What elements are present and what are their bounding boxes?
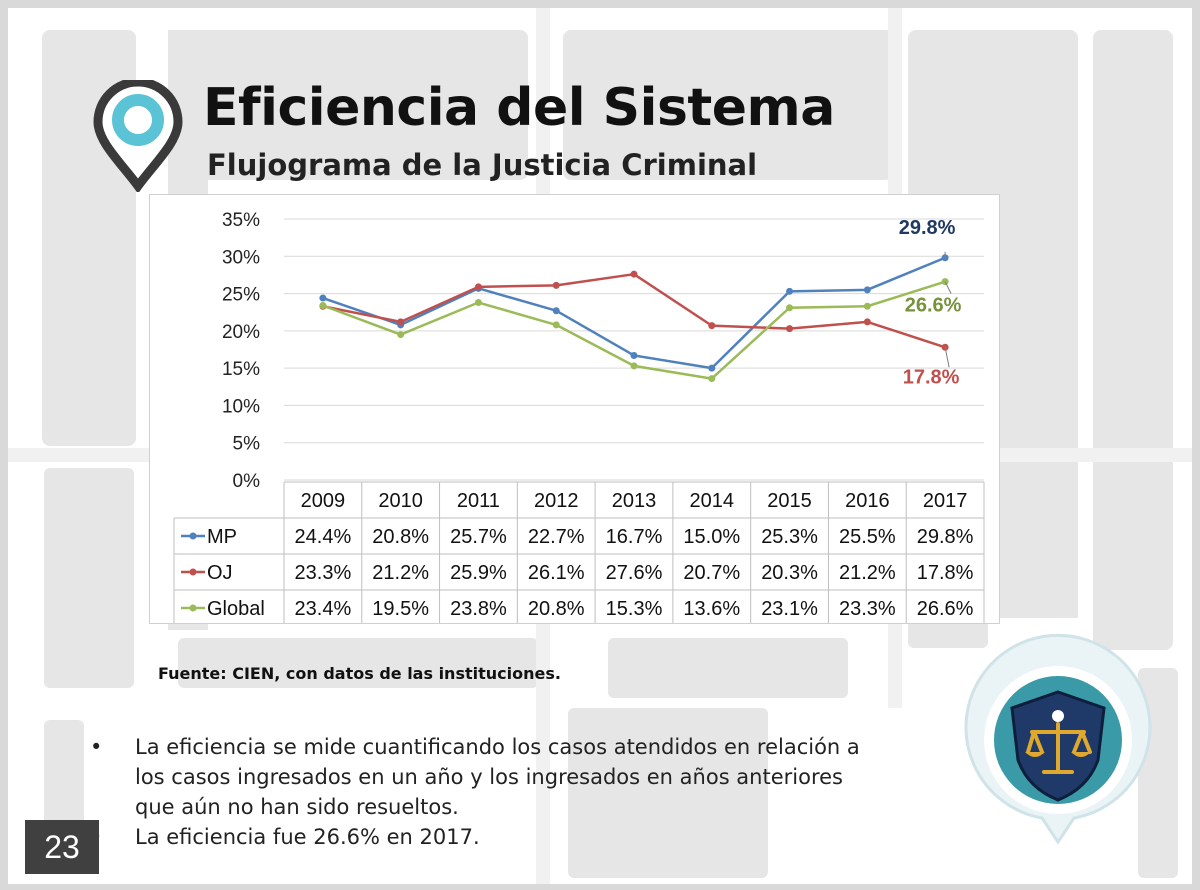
- x-tick-label: 2014: [690, 490, 735, 512]
- data-point: [786, 287, 794, 295]
- data-label: 25.3%: [761, 526, 818, 548]
- y-tick-label: 25%: [222, 285, 260, 306]
- slide-subtitle: Flujograma de la Justicia Criminal: [207, 148, 758, 182]
- data-label: 29.8%: [917, 526, 974, 548]
- data-point: [863, 286, 871, 294]
- data-label: 25.7%: [450, 526, 507, 548]
- y-tick-label: 20%: [222, 322, 260, 343]
- data-label: 15.3%: [606, 598, 663, 620]
- bullet-item: • La eficiencia se mide cuantificando lo…: [90, 732, 870, 822]
- callout-label: 29.8%: [899, 217, 956, 239]
- data-point: [319, 294, 327, 302]
- data-point: [863, 318, 871, 326]
- data-point: [474, 283, 482, 291]
- data-label: 23.3%: [839, 598, 896, 620]
- bullet-dot: •: [90, 735, 103, 759]
- legend-label: MP: [207, 526, 237, 548]
- data-point: [319, 302, 327, 310]
- data-point: [786, 325, 794, 333]
- data-point: [474, 299, 482, 307]
- data-label: 23.3%: [295, 562, 352, 584]
- bullet-text: La eficiencia fue 26.6% en 2017.: [135, 825, 480, 849]
- data-point: [708, 375, 716, 383]
- data-label: 21.2%: [839, 562, 896, 584]
- x-tick-label: 2016: [845, 490, 890, 512]
- x-tick-label: 2010: [378, 490, 423, 512]
- data-point: [941, 254, 949, 262]
- data-label: 20.8%: [528, 598, 585, 620]
- data-label: 25.9%: [450, 562, 507, 584]
- data-label: 27.6%: [606, 562, 663, 584]
- data-label: 23.1%: [761, 598, 818, 620]
- map-pin-icon: [93, 80, 183, 192]
- data-label: 20.7%: [683, 562, 740, 584]
- data-label: 21.2%: [372, 562, 429, 584]
- data-point: [552, 307, 560, 315]
- data-label: 24.4%: [295, 526, 352, 548]
- y-tick-label: 0%: [233, 471, 261, 492]
- data-point: [708, 322, 716, 330]
- x-tick-label: 2009: [301, 490, 346, 512]
- scales-of-justice-icon: [964, 633, 1152, 845]
- callout-leader: [944, 281, 952, 294]
- source-note: Fuente: CIEN, con datos de las instituci…: [158, 664, 561, 683]
- x-tick-label: 2013: [612, 490, 657, 512]
- legend-label: Global: [207, 598, 265, 620]
- data-label: 17.8%: [917, 562, 974, 584]
- bullet-item: • La eficiencia fue 26.6% en 2017.: [90, 822, 870, 852]
- data-point: [708, 364, 716, 372]
- x-tick-label: 2011: [457, 490, 500, 512]
- y-tick-label: 10%: [222, 396, 260, 417]
- data-point: [630, 362, 638, 370]
- y-tick-label: 15%: [222, 359, 260, 380]
- data-label: 20.8%: [372, 526, 429, 548]
- bullet-text: La eficiencia se mide cuantificando los …: [135, 735, 860, 819]
- x-tick-label: 2017: [923, 490, 968, 512]
- legend-key-marker: [189, 568, 197, 576]
- data-label: 22.7%: [528, 526, 585, 548]
- y-tick-label: 5%: [233, 434, 261, 455]
- y-tick-label: 35%: [222, 210, 260, 231]
- callout-label: 26.6%: [905, 295, 962, 317]
- data-label: 15.0%: [683, 526, 740, 548]
- data-point: [786, 304, 794, 312]
- callout-leader: [944, 347, 950, 368]
- data-label: 13.6%: [683, 598, 740, 620]
- data-label: 26.1%: [528, 562, 585, 584]
- data-label: 25.5%: [839, 526, 896, 548]
- data-point: [397, 318, 405, 326]
- data-label: 23.4%: [295, 598, 352, 620]
- chart-svg: 0% 5% 10% 15% 20% 25% 30% 35% 2009 2010 2011 2012 20…: [173, 210, 985, 623]
- legend-key-marker: [189, 532, 197, 540]
- callout-label: 17.8%: [903, 366, 960, 388]
- x-tick-label: 2012: [534, 490, 579, 512]
- slide: Eficiencia del Sistema Flujograma de la …: [8, 8, 1192, 884]
- data-label: 19.5%: [372, 598, 429, 620]
- data-point: [552, 321, 560, 329]
- data-point: [397, 331, 405, 339]
- page-number: 23: [25, 820, 99, 874]
- line-chart: 0% 5% 10% 15% 20% 25% 30% 35% 2009 2010 2011 2012 20…: [149, 194, 1000, 624]
- data-point: [630, 351, 638, 359]
- slide-title: Eficiencia del Sistema: [203, 78, 835, 138]
- legend-label: OJ: [207, 562, 233, 584]
- data-point: [552, 281, 560, 289]
- data-point: [863, 302, 871, 310]
- x-tick-label: 2015: [767, 490, 812, 512]
- data-label: 23.8%: [450, 598, 507, 620]
- data-point: [630, 270, 638, 278]
- data-label: 20.3%: [761, 562, 818, 584]
- data-label: 16.7%: [606, 526, 663, 548]
- data-label: 26.6%: [917, 598, 974, 620]
- legend-key-marker: [189, 604, 197, 612]
- bullet-list: • La eficiencia se mide cuantificando lo…: [90, 732, 870, 852]
- series-line-oj: [322, 272, 946, 349]
- y-tick-label: 30%: [222, 247, 260, 268]
